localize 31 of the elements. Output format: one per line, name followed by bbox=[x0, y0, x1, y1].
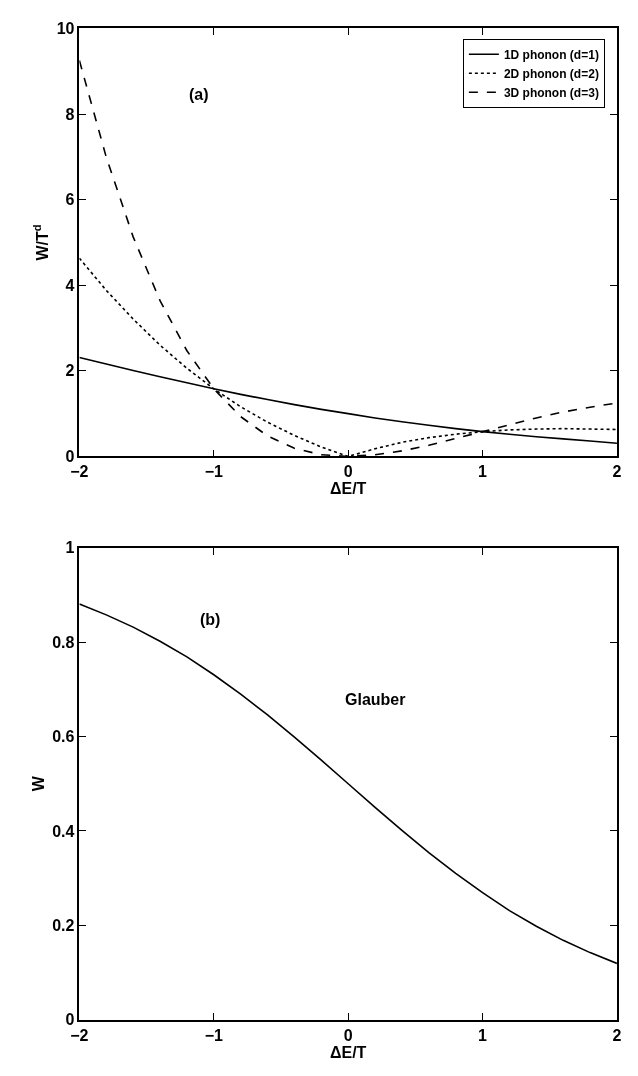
y-tick-label: 10 bbox=[56, 19, 75, 37]
legend-label: 3D phonon (d=3) bbox=[503, 85, 599, 100]
x-tick-label: −2 bbox=[70, 1026, 89, 1044]
y-tick-label: 6 bbox=[65, 191, 75, 209]
annotation: Glauber bbox=[345, 691, 406, 708]
x-tick-label: 0 bbox=[343, 1026, 353, 1044]
x-tick-label: −1 bbox=[204, 463, 224, 481]
x-tick-label: 2 bbox=[612, 463, 622, 481]
y-tick-label: 0.6 bbox=[52, 728, 75, 746]
y-tick-label: 0.8 bbox=[52, 633, 75, 651]
annotation: (a) bbox=[189, 86, 209, 103]
legend-label: 1D phonon (d=1) bbox=[503, 47, 599, 62]
x-tick-label: −1 bbox=[204, 1026, 224, 1044]
annotation: (b) bbox=[200, 611, 221, 628]
x-axis-title: ΔE/T bbox=[329, 1043, 367, 1061]
x-tick-label: 1 bbox=[478, 463, 488, 481]
y-tick-label: 2 bbox=[65, 362, 75, 380]
y-tick-label: 0 bbox=[65, 1011, 75, 1029]
y-tick-label: 4 bbox=[65, 276, 75, 294]
y-tick-label: 8 bbox=[65, 105, 75, 123]
legend-label: 2D phonon (d=2) bbox=[503, 66, 599, 81]
y-tick-label: 0 bbox=[65, 448, 75, 466]
y-tick-label: 0.2 bbox=[52, 916, 75, 934]
x-tick-label: −2 bbox=[70, 463, 89, 481]
x-axis-title: ΔE/T bbox=[329, 480, 367, 498]
x-tick-label: 2 bbox=[612, 1026, 622, 1044]
y-tick-label: 1 bbox=[65, 539, 75, 557]
y-tick-label: 0.4 bbox=[52, 822, 75, 840]
x-tick-label: 1 bbox=[478, 1026, 488, 1044]
y-axis-title: W bbox=[29, 775, 47, 792]
x-tick-label: 0 bbox=[343, 463, 353, 481]
